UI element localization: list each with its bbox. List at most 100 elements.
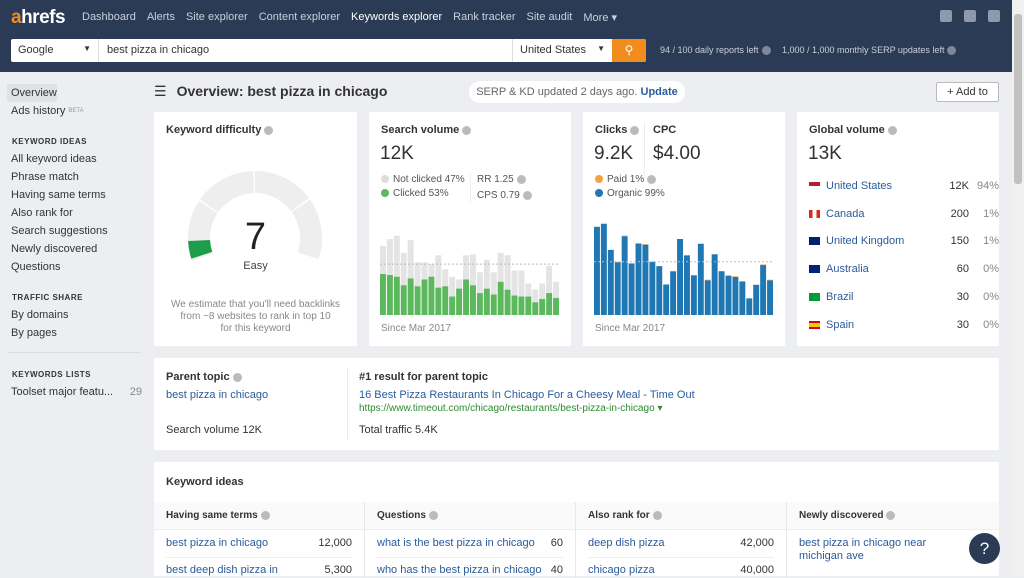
country-link[interactable]: Canada (826, 207, 865, 220)
help-icon[interactable] (652, 510, 662, 520)
column-header: Also rank for (576, 502, 786, 530)
since-label: Since Mar 2017 (381, 323, 452, 334)
search-volume-card: Search volume 12K Not clicked 47% Clicke… (369, 112, 571, 346)
help-icon[interactable] (630, 125, 640, 135)
kd-level: Easy (243, 260, 268, 272)
help-icon[interactable] (264, 125, 274, 135)
sidebar-item-overview[interactable]: Overview (7, 84, 57, 102)
help-icon[interactable] (886, 510, 896, 520)
help-icon[interactable] (516, 174, 526, 184)
sidebar-item-also-rank-for[interactable]: Also rank for (11, 207, 73, 219)
keyword-volume: 60 (550, 537, 563, 549)
keyword-input[interactable]: best pizza in chicago (107, 44, 210, 56)
help-icon[interactable] (761, 46, 771, 56)
monthly-quota: 1,000 / 1,000 monthly SERP updates left (782, 45, 957, 56)
flag-ca-icon (809, 209, 820, 218)
card-title: Clicks (595, 124, 640, 136)
help-icon[interactable] (232, 372, 242, 382)
bar-organic (718, 271, 725, 315)
help-icon[interactable] (947, 46, 957, 56)
keyword-link[interactable]: best pizza in chicago (166, 537, 269, 549)
keyword-link[interactable]: what is the best pizza in chicago (377, 537, 535, 549)
ahrefs-logo[interactable]: ahrefs (11, 7, 66, 28)
sidebar-item-having-same-terms[interactable]: Having same terms (11, 189, 106, 201)
bar-organic (684, 255, 690, 315)
country-volume: 30 (956, 318, 969, 331)
sidebar-item-phrase-match[interactable]: Phrase match (11, 171, 79, 183)
add-to-button[interactable]: + Add to (936, 82, 999, 102)
help-icon[interactable] (522, 190, 532, 200)
main-nav: Dashboard Alerts Site explorer Content expl… (82, 11, 617, 24)
sidebar-item-by-domains[interactable]: By domains (11, 309, 69, 321)
result-url[interactable]: https://www.timeout.com/chicago/restaura… (359, 403, 663, 414)
sidebar-item-by-pages[interactable]: By pages (11, 327, 57, 339)
menu-icon[interactable]: ☰ (154, 83, 167, 99)
ideas-column: Also rank for deep dish pizza 42,000 chicag… (576, 502, 787, 578)
nav-dashboard[interactable]: Dashboard (82, 11, 136, 23)
total-traffic: Total traffic 5.4K (359, 424, 438, 436)
bar-organic (621, 236, 628, 315)
nav-rank-tracker[interactable]: Rank tracker (453, 11, 516, 23)
search-engine-select[interactable]: Google ▼ (11, 39, 99, 62)
bar-paid (614, 261, 621, 263)
legend-not-clicked: Not clicked 47% (381, 174, 465, 185)
section-header: KEYWORDS LISTS (12, 370, 92, 379)
country-link[interactable]: Australia (826, 263, 869, 276)
keyword-link[interactable]: best deep dish pizza in (166, 564, 278, 576)
country-share: 1% (983, 235, 999, 248)
help-icon[interactable] (887, 125, 897, 135)
card-title: Search volume (381, 124, 472, 136)
scrollbar[interactable] (1012, 0, 1024, 576)
help-icon[interactable] (428, 510, 438, 520)
bar-organic (711, 254, 718, 315)
parent-topic-link[interactable]: best pizza in chicago (166, 389, 269, 401)
tablet-icon[interactable] (964, 10, 976, 22)
help-button[interactable]: ? (969, 533, 1000, 564)
keyword-list-item[interactable]: Toolset major featu... 29 (0, 383, 145, 401)
user-icon[interactable] (988, 10, 1000, 22)
country-select[interactable]: United States ▼ (512, 39, 612, 62)
help-icon[interactable] (462, 125, 472, 135)
bar-clicked (532, 302, 539, 315)
nav-more-[interactable]: More ▾ (583, 12, 618, 24)
bar-paid (767, 279, 773, 281)
nav-site-audit[interactable]: Site audit (526, 11, 573, 23)
sidebar-item-newly-discovered[interactable]: Newly discovered (11, 243, 98, 255)
result-link[interactable]: 16 Best Pizza Restaurants In Chicago For… (359, 389, 695, 401)
sidebar-item-questions[interactable]: Questions (11, 261, 61, 273)
bar-organic (600, 223, 607, 315)
sidebar-item-all-keyword-ideas[interactable]: All keyword ideas (11, 153, 97, 165)
top-bar: ahrefs Dashboard Alerts Site explorer Conte… (0, 0, 1012, 72)
nav-site-explorer[interactable]: Site explorer (185, 11, 248, 23)
ideas-column: Newly discovered best pizza in chicago ne… (787, 502, 999, 578)
keyword-link[interactable]: who has the best pizza in chicago (377, 564, 542, 576)
bar-clicked (414, 286, 421, 315)
country-link[interactable]: Spain (826, 318, 855, 331)
legend-organic: Organic 99% (595, 188, 665, 199)
nav-keywords-explorer[interactable]: Keywords explorer (351, 11, 443, 23)
help-icon[interactable] (647, 174, 657, 184)
bar-paid (635, 243, 642, 244)
clicks-chart (594, 223, 774, 315)
search-button[interactable]: ⚲ (612, 39, 646, 62)
keyword-link[interactable]: chicago pizza (588, 564, 655, 576)
country-row: Australia 60 0% (809, 263, 999, 277)
country-link[interactable]: United Kingdom (826, 235, 905, 248)
help-icon[interactable] (260, 510, 270, 520)
country-link[interactable]: United States (826, 180, 893, 192)
bar-clicked (456, 288, 463, 315)
nav-alerts[interactable]: Alerts (146, 11, 175, 23)
legend-paid: Paid 1% (595, 174, 657, 185)
keyword-link[interactable]: deep dish pizza (588, 537, 665, 549)
update-link[interactable]: Update (640, 86, 678, 98)
keyword-link[interactable]: best pizza in chicago near michigan ave (799, 537, 927, 562)
flag-us-icon (809, 182, 820, 190)
nav-content-explorer[interactable]: Content explorer (258, 11, 341, 23)
bar-paid (704, 279, 711, 281)
sidebar-item-search-suggestions[interactable]: Search suggestions (11, 225, 108, 237)
bar-total (400, 252, 407, 315)
sidebar-item-ads-history[interactable]: Ads history BETA (11, 105, 84, 117)
country-link[interactable]: Brazil (826, 290, 854, 303)
bell-icon[interactable] (940, 10, 952, 22)
bar-organic (594, 226, 600, 315)
